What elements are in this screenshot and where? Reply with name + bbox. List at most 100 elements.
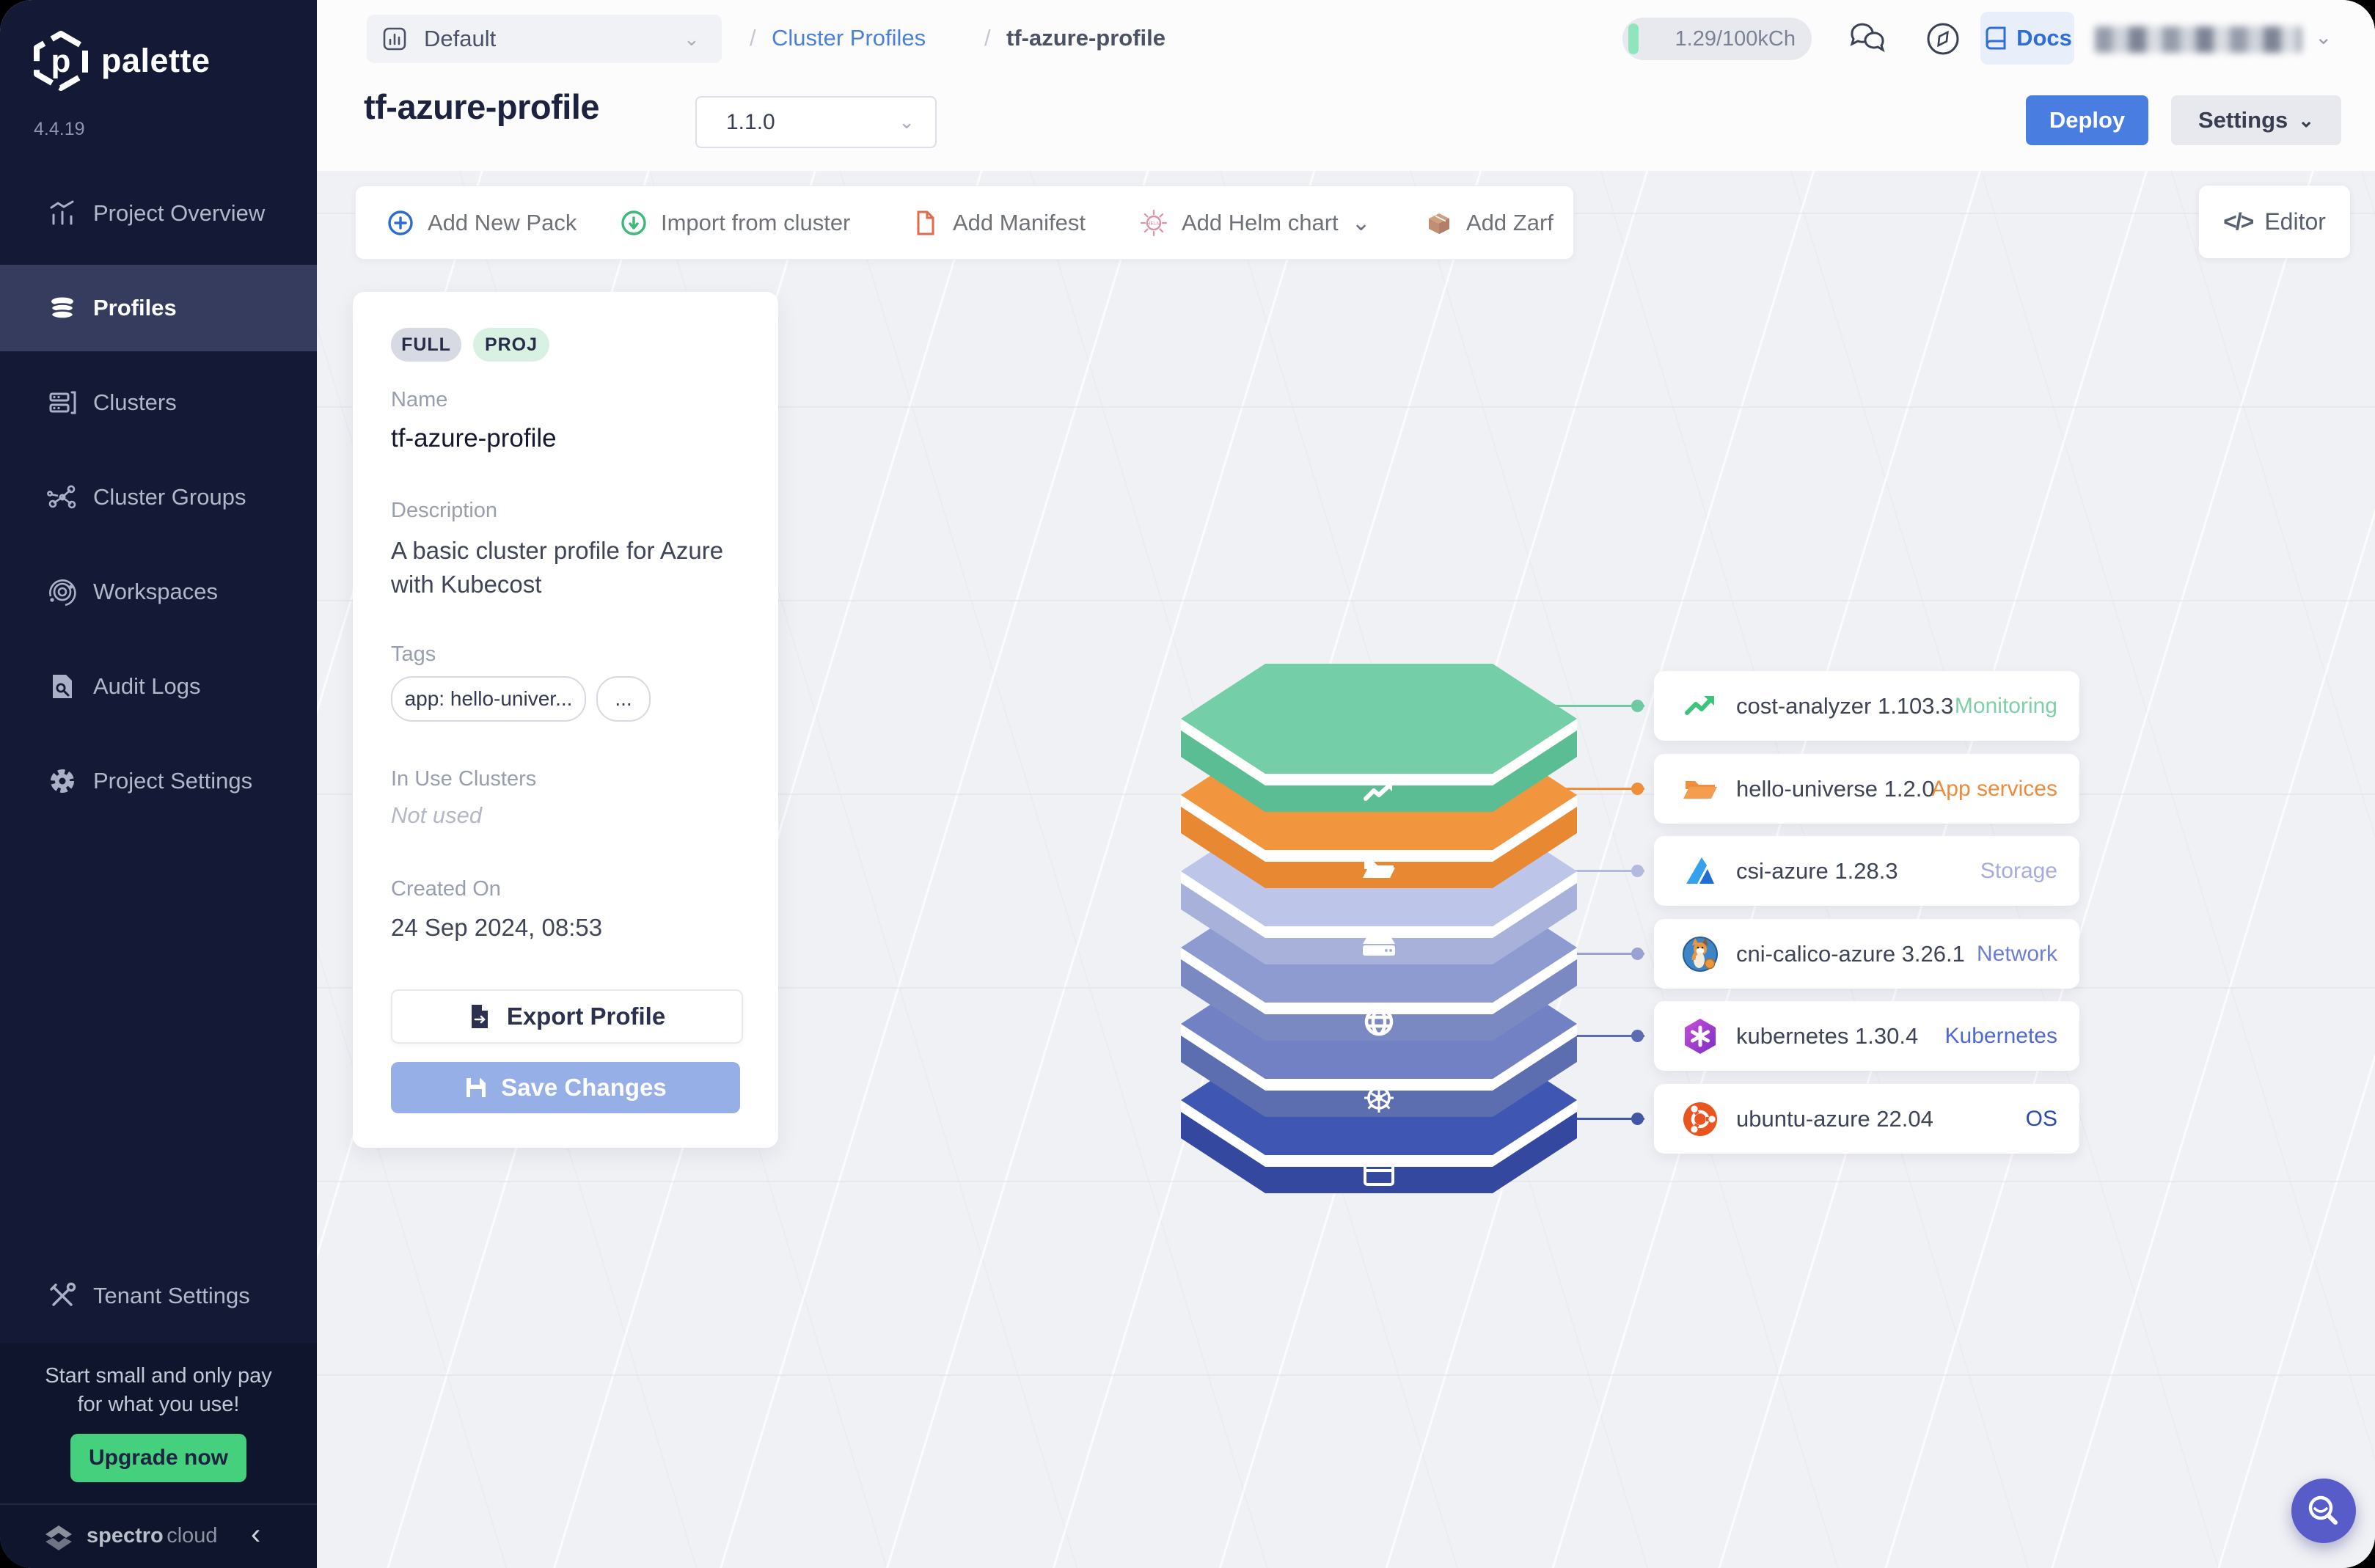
connector-dot (1631, 948, 1644, 960)
nodes-icon (45, 480, 79, 514)
manifest-file-icon (917, 210, 934, 235)
app-version: 4.4.19 (34, 119, 85, 139)
import-from-cluster-button[interactable]: Import from cluster (620, 186, 850, 259)
ubuntu-icon (1680, 1099, 1720, 1139)
sidebar-item-cluster-groups[interactable]: Cluster Groups (0, 454, 317, 541)
profile-version-select[interactable]: 1.1.0 ⌄ (695, 96, 937, 148)
spectro-cloud-logo-icon (45, 1525, 72, 1550)
profile-name-value: tf-azure-profile (391, 424, 557, 453)
description-label: Description (391, 499, 498, 522)
pack-category: Storage (1980, 858, 2057, 883)
add-helm-chart-button[interactable]: HELM Add Helm chart ⌄ (1139, 186, 1371, 259)
chevron-down-icon: ⌄ (2298, 109, 2315, 131)
settings-button[interactable]: Settings ⌄ (2171, 95, 2341, 145)
gear-icon (45, 764, 79, 798)
kubernetes-icon (1680, 1016, 1720, 1056)
brand-logo: p palette (32, 29, 211, 92)
pack-card-cni-calico[interactable]: cni-calico-azure 3.26.1 Network (1654, 919, 2079, 989)
calico-cat-icon (1680, 934, 1720, 974)
project-selector[interactable]: Default ⌄ (367, 15, 722, 63)
book-icon (1986, 26, 2006, 50)
sidebar-item-project-settings[interactable]: Project Settings (0, 738, 317, 824)
sidebar-item-tenant-settings[interactable]: Tenant Settings (0, 1253, 317, 1339)
stack-layer-monitoring[interactable] (1181, 664, 1577, 815)
project-selector-value: Default (424, 26, 497, 51)
usage-meter: 1.29/100kCh (1622, 18, 1812, 60)
connector-storage (1533, 870, 1644, 872)
collapse-sidebar-icon[interactable]: ‹ (251, 1518, 261, 1550)
connector-monitoring (1540, 705, 1644, 707)
tools-icon (45, 1279, 79, 1313)
pack-card-csi-azure[interactable]: csi-azure 1.28.3 Storage (1654, 836, 2079, 906)
folder-icon (1363, 862, 1395, 878)
user-menu[interactable] (2095, 26, 2302, 53)
chat-icon (1850, 23, 1885, 53)
chat-button[interactable] (1845, 16, 1891, 62)
search-fab[interactable] (2291, 1479, 2356, 1543)
pack-category: OS (2025, 1106, 2057, 1131)
pack-card-kubernetes[interactable]: kubernetes 1.30.4 Kubernetes (1654, 1001, 2079, 1071)
usage-value: 1.29/100kCh (1675, 27, 1796, 51)
chart-overview-icon (45, 197, 79, 230)
server-icon (45, 386, 79, 420)
upgrade-panel: Start small and only pay for what you us… (0, 1343, 317, 1503)
folder-icon (1680, 769, 1720, 809)
scope-badge-proj: PROJ (473, 328, 549, 362)
upgrade-text-line2: for what you use! (77, 1393, 240, 1416)
tag-chip[interactable]: app: hello-univer... (391, 676, 586, 722)
breadcrumb-current: tf-azure-profile (1006, 25, 1165, 51)
sidebar-item-profiles[interactable]: Profiles (0, 265, 317, 351)
helm-wheel-icon: HELM (1140, 209, 1168, 236)
doc-search-icon (45, 670, 79, 703)
connector-dot (1631, 865, 1644, 877)
explore-button[interactable] (1920, 16, 1966, 62)
chevron-down-icon: ⌄ (684, 28, 700, 50)
kubernetes-wheel-icon (1364, 1083, 1394, 1113)
sidebar-item-project-overview[interactable]: Project Overview (0, 170, 317, 257)
footer-brand: spectro cloud (87, 1524, 218, 1547)
connector-dot (1631, 1030, 1644, 1042)
docs-label: Docs (2016, 25, 2072, 51)
add-manifest-button[interactable]: Add Manifest (912, 186, 1086, 259)
created-on-value: 24 Sep 2024, 08:53 (391, 914, 603, 941)
os-window-icon (1364, 1162, 1394, 1186)
sidebar: p palette 4.4.19 Project Overview P (0, 0, 317, 1568)
globe-icon (1364, 1007, 1394, 1036)
pack-category: Network (1976, 941, 2057, 966)
code-icon: </> (2223, 208, 2254, 235)
trend-up-icon (1364, 783, 1392, 801)
pack-card-ubuntu[interactable]: ubuntu-azure 22.04 OS (1654, 1084, 2079, 1154)
sidebar-item-workspaces[interactable]: Workspaces (0, 549, 317, 635)
connector-dot (1631, 1113, 1644, 1125)
pack-card-hello-universe[interactable]: hello-universe 1.2.0 App services (1654, 754, 2079, 824)
page-title: tf-azure-profile (364, 87, 600, 126)
connector-app-services (1562, 788, 1644, 790)
sidebar-item-audit-logs[interactable]: Audit Logs (0, 643, 317, 730)
editor-button[interactable]: </> Editor (2199, 186, 2350, 258)
breadcrumb-link[interactable]: Cluster Profiles (772, 25, 926, 51)
export-profile-button[interactable]: Export Profile (391, 989, 743, 1044)
upgrade-text-line1: Start small and only pay (45, 1364, 272, 1388)
search-icon (2308, 1495, 2338, 1525)
name-label: Name (391, 388, 448, 411)
tag-overflow-chip[interactable]: ... (596, 676, 651, 722)
pack-category: Kubernetes (1944, 1023, 2057, 1048)
export-file-icon (471, 1005, 488, 1028)
usage-progress (1628, 23, 1639, 54)
add-new-pack-button[interactable]: Add New Pack (387, 186, 577, 259)
breadcrumb-separator: / (750, 25, 756, 51)
palette-logo-icon: p (34, 31, 88, 91)
breadcrumb-separator: / (984, 25, 991, 51)
sidebar-item-clusters[interactable]: Clusters (0, 359, 317, 446)
save-changes-button[interactable]: Save Changes (391, 1062, 740, 1113)
scope-badge-full: FULL (391, 328, 461, 362)
pack-card-cost-analyzer[interactable]: cost-analyzer 1.103.3 Monitoring (1654, 671, 2079, 741)
docs-button[interactable]: Docs (1980, 12, 2074, 65)
chevron-down-icon[interactable]: ⌄ (2315, 26, 2332, 48)
deploy-button[interactable]: Deploy (2026, 95, 2148, 145)
add-zarf-button[interactable]: Add Zarf (1425, 186, 1554, 259)
profile-version-value: 1.1.0 (726, 109, 775, 134)
upgrade-now-button[interactable]: Upgrade now (70, 1434, 246, 1482)
svg-text:HELM: HELM (1146, 221, 1161, 227)
